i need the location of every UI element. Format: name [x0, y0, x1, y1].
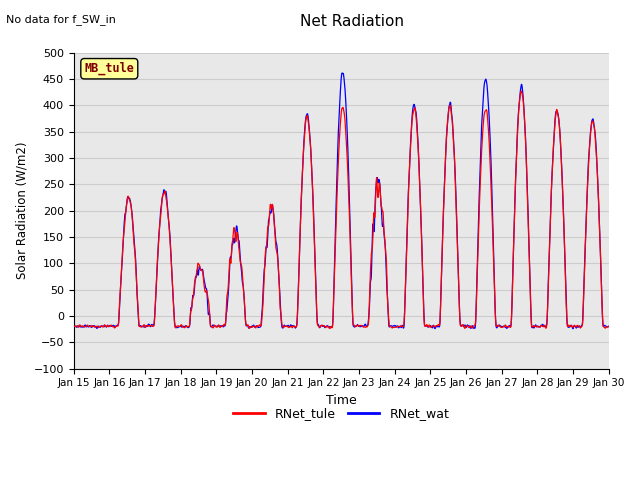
X-axis label: Time: Time [326, 394, 356, 407]
Text: MB_tule: MB_tule [84, 62, 134, 75]
Text: Net Radiation: Net Radiation [300, 14, 404, 29]
Y-axis label: Solar Radiation (W/m2): Solar Radiation (W/m2) [15, 142, 28, 279]
Legend: RNet_tule, RNet_wat: RNet_tule, RNet_wat [228, 402, 454, 425]
Text: No data for f_SW_in: No data for f_SW_in [6, 14, 116, 25]
